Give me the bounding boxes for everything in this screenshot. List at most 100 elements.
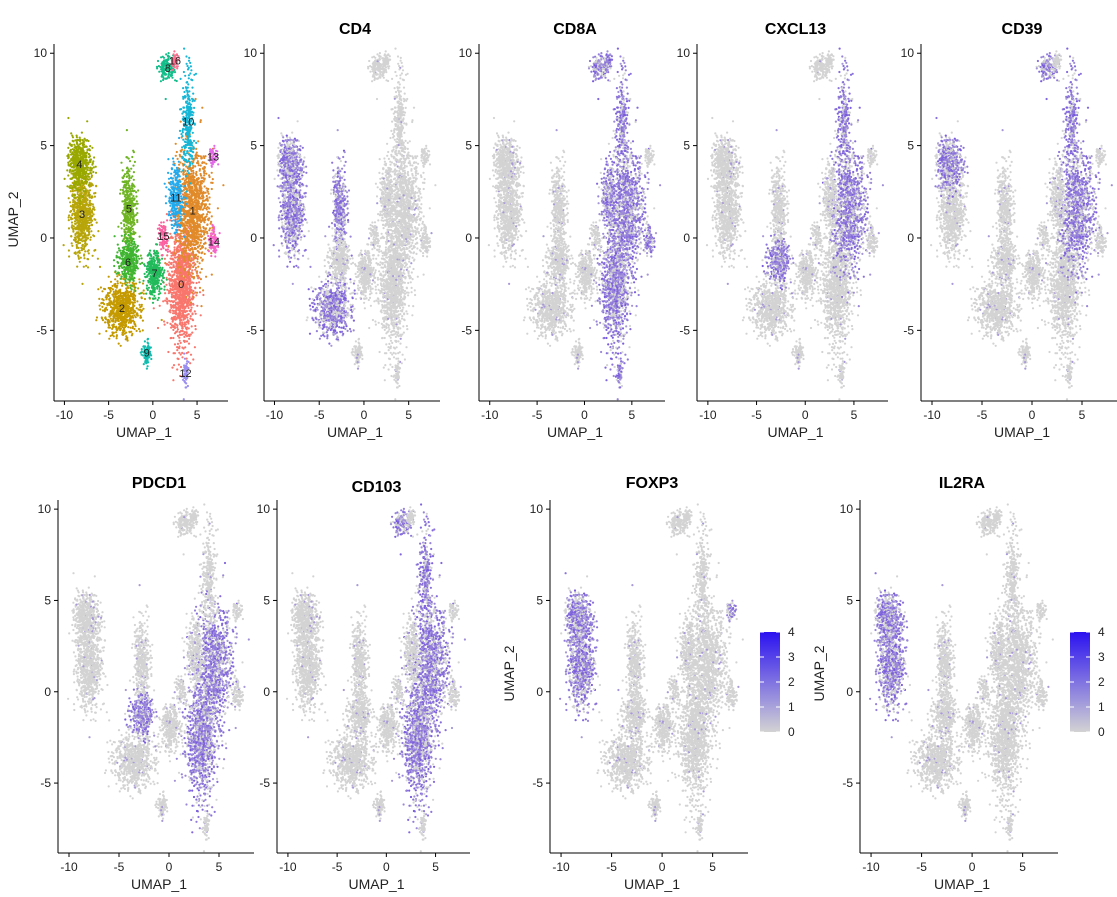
data-point — [209, 227, 211, 229]
data-point — [203, 162, 205, 164]
data-point — [188, 180, 190, 182]
data-point — [188, 268, 190, 270]
data-point — [191, 269, 193, 271]
data-point — [175, 294, 177, 296]
data-point — [180, 330, 182, 332]
data-point — [190, 315, 192, 317]
data-point — [174, 323, 176, 325]
data-point — [197, 258, 199, 260]
data-point — [202, 168, 204, 170]
data-point — [164, 292, 166, 294]
data-point — [169, 309, 171, 311]
data-point — [173, 364, 175, 366]
data-point — [170, 337, 172, 339]
data-point — [183, 209, 185, 211]
data-point — [182, 272, 184, 274]
data-point — [197, 246, 199, 248]
data-point — [182, 317, 184, 319]
data-point — [186, 314, 188, 316]
data-point — [183, 268, 185, 270]
data-point — [187, 271, 189, 273]
data-point — [208, 193, 210, 195]
data-point — [207, 188, 209, 190]
data-point — [209, 203, 211, 205]
data-point — [184, 325, 186, 327]
data-point — [192, 173, 194, 175]
data-point — [176, 248, 178, 250]
data-point — [204, 229, 206, 231]
data-point — [211, 215, 213, 217]
data-point — [196, 203, 198, 205]
data-point — [203, 191, 205, 193]
data-point — [176, 151, 178, 153]
data-point — [202, 289, 204, 291]
data-point — [211, 188, 213, 190]
data-point — [176, 275, 178, 277]
data-point — [192, 273, 194, 275]
data-point — [193, 277, 195, 279]
data-point — [184, 180, 186, 182]
data-point — [192, 219, 194, 221]
data-point — [176, 330, 178, 332]
data-point — [192, 262, 194, 264]
data-point — [204, 253, 206, 255]
data-point — [186, 328, 188, 330]
data-point — [196, 305, 198, 307]
data-point — [208, 174, 210, 176]
data-point — [179, 272, 181, 274]
data-point — [187, 252, 189, 254]
data-point — [172, 254, 174, 256]
data-point — [217, 207, 219, 209]
data-point — [203, 233, 205, 235]
data-point — [173, 261, 175, 263]
data-point — [175, 239, 177, 241]
data-point — [181, 260, 183, 262]
data-point — [173, 266, 175, 268]
data-point — [177, 347, 179, 349]
data-point — [175, 306, 177, 308]
data-point — [206, 195, 208, 197]
data-point — [180, 353, 182, 355]
data-point — [180, 150, 182, 152]
data-point — [192, 282, 194, 284]
data-point — [195, 294, 197, 296]
data-point — [166, 322, 168, 324]
data-point — [166, 297, 168, 299]
data-point — [188, 343, 190, 345]
data-point — [175, 304, 177, 306]
data-point — [184, 225, 186, 227]
data-point — [198, 252, 200, 254]
data-point — [206, 213, 208, 215]
data-point — [189, 318, 191, 320]
data-point — [168, 261, 170, 263]
data-point — [201, 220, 203, 222]
data-point — [184, 331, 186, 333]
data-point — [175, 291, 177, 293]
data-point — [197, 140, 199, 142]
data-point — [201, 268, 203, 270]
data-point — [182, 183, 184, 185]
data-point — [195, 328, 197, 330]
data-point — [167, 351, 169, 353]
data-point — [187, 305, 189, 307]
data-point — [205, 173, 207, 175]
data-point — [177, 301, 179, 303]
data-point — [171, 283, 173, 285]
data-point — [171, 296, 173, 298]
data-point — [166, 254, 168, 256]
data-point — [180, 342, 182, 344]
data-point — [201, 251, 203, 253]
data-point — [194, 165, 196, 167]
data-point — [175, 236, 177, 238]
data-point — [196, 201, 198, 203]
data-point — [176, 297, 178, 299]
data-point — [190, 333, 192, 335]
data-point — [166, 213, 168, 215]
data-point — [188, 258, 190, 260]
data-point — [196, 261, 198, 263]
data-point — [159, 305, 161, 307]
data-point — [171, 318, 173, 320]
data-point — [186, 246, 188, 248]
data-point — [194, 325, 196, 327]
data-point — [177, 257, 179, 259]
